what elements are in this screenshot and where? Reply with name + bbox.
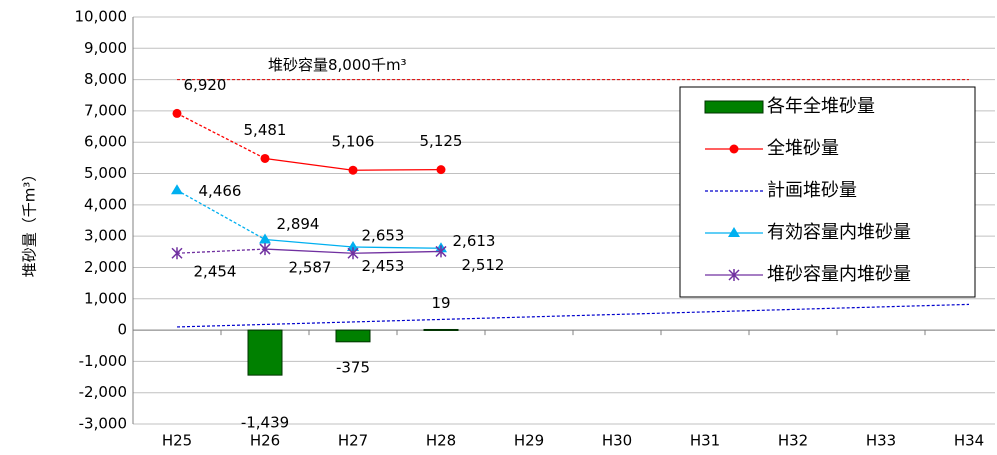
point-marker [171, 184, 183, 195]
bar [423, 328, 459, 331]
point-marker [728, 269, 740, 281]
data-label: 19 [431, 294, 450, 312]
bar [247, 329, 283, 376]
legend-label: 堆砂容量内堆砂量 [767, 264, 911, 285]
data-label: 5,481 [244, 121, 287, 139]
line-segment [176, 189, 266, 241]
line-segment [176, 112, 266, 160]
data-label: 6,920 [184, 76, 227, 94]
y-tick-label: 8,000 [84, 70, 127, 88]
x-tick-label: H32 [778, 432, 808, 450]
y-tick-label: -1,000 [79, 352, 127, 370]
y-tick-label: 9,000 [84, 39, 127, 57]
y-tick-label: -2,000 [79, 383, 127, 401]
point-marker [259, 243, 271, 256]
legend-box [679, 86, 976, 298]
legend-label: 有効容量内堆砂量 [767, 222, 911, 243]
x-tick-label: H31 [690, 432, 720, 450]
line-segment [352, 168, 442, 171]
legend-swatch [704, 100, 764, 114]
point-marker [347, 247, 359, 260]
line-segment [352, 246, 442, 249]
x-tick-label: H25 [162, 432, 192, 450]
data-label: 4,466 [199, 182, 242, 200]
bar [335, 329, 371, 343]
y-tick-label: 7,000 [84, 101, 127, 119]
x-tick-label: H34 [954, 432, 984, 450]
x-tick-label: H27 [338, 432, 368, 450]
y-tick-label: 4,000 [84, 195, 127, 213]
line-segment [264, 248, 354, 254]
point-marker [260, 153, 270, 163]
line-segment [352, 250, 442, 254]
data-label: 2,653 [362, 227, 405, 245]
data-label: 2,613 [453, 232, 496, 250]
point-marker [348, 165, 358, 175]
line-segment [264, 157, 354, 171]
point-marker [728, 227, 740, 237]
x-tick-label: H30 [602, 432, 632, 450]
line-segment [264, 238, 354, 248]
reference-label: 堆砂容量8,000千m³ [268, 56, 407, 74]
y-tick-label: 3,000 [84, 227, 127, 245]
legend-label: 計画堆砂量 [767, 180, 857, 201]
point-marker [436, 165, 446, 175]
x-tick-label: H29 [514, 432, 544, 450]
data-label: 2,894 [277, 215, 320, 233]
line-segment [176, 248, 266, 254]
plan-line [176, 303, 970, 328]
point-marker [171, 247, 183, 260]
point-marker [435, 245, 447, 258]
point-marker [347, 241, 359, 252]
data-label: 5,106 [332, 133, 375, 151]
y-tick-label: -3,000 [79, 415, 127, 433]
legend-label: 各年全堆砂量 [767, 96, 875, 117]
y-axis-label: 堆砂量（千m³） [21, 167, 39, 278]
data-label: 2,454 [194, 263, 237, 281]
data-label: -375 [336, 358, 370, 376]
y-tick-label: 6,000 [84, 133, 127, 151]
data-label: 2,453 [362, 257, 405, 275]
x-tick-label: H26 [250, 432, 280, 450]
y-tick-label: 5,000 [84, 164, 127, 182]
point-marker [259, 233, 271, 244]
legend-label: 全堆砂量 [767, 138, 839, 159]
data-label: 5,125 [420, 132, 463, 150]
y-tick-label: 1,000 [84, 289, 127, 307]
data-label: 2,512 [462, 256, 505, 274]
y-tick-label: 0 [117, 321, 127, 339]
y-tick-label: 2,000 [84, 258, 127, 276]
x-tick-label: H28 [426, 432, 456, 450]
point-marker [729, 144, 739, 154]
data-label: -1,439 [241, 414, 289, 432]
data-label: 2,587 [289, 259, 332, 277]
y-tick-label: 10,000 [75, 8, 128, 26]
x-tick-label: H33 [866, 432, 896, 450]
point-marker [172, 108, 182, 118]
